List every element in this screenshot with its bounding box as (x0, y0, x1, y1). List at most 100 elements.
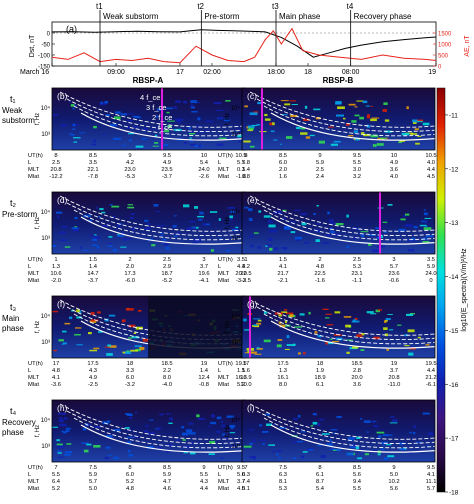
ephemeris-value: 5.0 (390, 472, 398, 478)
ephemeris-value: 9 (318, 153, 321, 159)
ephemeris-row-label: UT(h) (28, 465, 43, 471)
spectral-cell (102, 421, 109, 425)
spectral-cell (424, 221, 428, 224)
spectral-cell (289, 221, 296, 224)
frequency-tick-label: 10⁴ (41, 417, 51, 424)
spectrogram-frame (241, 191, 436, 255)
ephemeris-value: 23.5 (161, 167, 172, 173)
ephemeris-value: 4.8 (316, 264, 324, 270)
spectral-cell (372, 421, 375, 423)
spectral-cell (414, 128, 419, 131)
event-label: Recovery phase (354, 12, 412, 21)
spectral-cell (330, 429, 338, 431)
ephemeris-value: 8.5 (89, 153, 97, 159)
spectral-cell (415, 142, 420, 145)
spectral-cell (161, 234, 164, 237)
spectral-cell (159, 413, 164, 416)
spectral-cell (262, 443, 265, 445)
ephemeris-value: 20.5 (240, 271, 251, 277)
ephemeris-value: 12.4 (198, 375, 210, 381)
spectral-cell (292, 457, 297, 459)
spectral-cell (423, 227, 432, 231)
spectral-cell (110, 123, 117, 127)
spectrogram-frame (241, 87, 436, 151)
spectral-cell (88, 332, 92, 335)
spectral-cell (256, 348, 263, 350)
spectral-cell (66, 443, 72, 445)
spectral-cell (53, 349, 57, 352)
spectral-cell (210, 421, 217, 425)
spectral-cell (57, 215, 60, 219)
spectral-cell (74, 216, 78, 220)
spectral-cell (416, 441, 422, 443)
ephemeris-value: 23.1 (351, 271, 362, 277)
spectral-cell (146, 223, 151, 226)
ephemeris-value: 20.8 (388, 375, 399, 381)
ephemeris-value: 0.8 (242, 174, 250, 180)
spectral-cell (316, 205, 319, 207)
spectral-cell (249, 112, 258, 116)
spectral-cell (249, 244, 254, 248)
ephemeris-value: 9 (392, 465, 395, 471)
spectral-cell (165, 413, 172, 415)
spectral-cell (188, 126, 192, 130)
ephemeris-value: -6.0 (125, 278, 135, 284)
spectral-cell (312, 413, 317, 416)
spectral-cell (378, 435, 382, 438)
spectral-cell (156, 115, 159, 118)
spectral-cell (155, 210, 160, 213)
harmonic-curve (73, 209, 246, 241)
ephemeris-value: 4.5 (427, 174, 435, 180)
spectral-cell (405, 132, 414, 134)
ephemeris-value: 5.7 (237, 160, 245, 166)
spectral-cell (164, 143, 169, 147)
spectral-cell (126, 436, 135, 438)
spectral-cell (404, 224, 413, 227)
spectrogram-panel-d: (d) 10⁴ 10³ f, Hz UT(h) 1 1.5 2 2.5 3 3.5 L 1.3 1.4 2.… (28, 191, 247, 284)
ephemeris-value: 21.2 (425, 375, 436, 381)
spectral-cell (248, 127, 254, 130)
spectral-cell (120, 246, 127, 248)
harmonic-curve (256, 98, 436, 132)
spectral-cell (63, 342, 67, 345)
ephemeris-value: 5.0 (89, 486, 97, 492)
spectral-cell (218, 117, 224, 120)
spectral-cell (354, 106, 358, 108)
ephemeris-value: 3.6 (353, 382, 361, 388)
spectral-cell (401, 132, 410, 136)
spectral-cell (346, 214, 349, 218)
spectral-cell (399, 140, 405, 142)
spectral-cell (264, 113, 268, 117)
ephemeris-value: 5.9 (163, 472, 171, 478)
spectral-cell (71, 227, 79, 230)
spectral-cell (383, 231, 388, 233)
frequency-tick-label: 10³ (41, 236, 50, 242)
ephemeris-table: UT(h) 8 8.5 9 9.5 10 10.5 L 2.5 3.5 4.2 4.9 5.4 5.7 ML… (28, 153, 247, 180)
spectral-cell (59, 231, 66, 234)
spectral-cell (235, 226, 239, 229)
ephemeris-value: 5.3 (353, 264, 361, 270)
spectral-cell (318, 140, 325, 144)
spectral-cell (125, 413, 131, 415)
spectral-cell (305, 136, 311, 139)
ephemeris-value: 4.7 (163, 479, 171, 485)
spectral-cell (231, 426, 234, 430)
spectral-cell (218, 218, 221, 221)
spectral-cell (300, 127, 306, 130)
ephemeris-value: 9.5 (427, 465, 435, 471)
ephemeris-value: 9.5 (163, 153, 171, 159)
spectral-cell (127, 126, 130, 129)
spectral-cell (249, 235, 254, 238)
spectral-cell (105, 446, 111, 449)
spectral-cell (52, 310, 59, 313)
spectral-cell (216, 430, 221, 433)
spectral-cell (117, 224, 121, 228)
ephemeris-row-label: MLT (218, 271, 230, 277)
spectral-cell (155, 428, 158, 430)
spectral-cell (57, 452, 62, 454)
ephemeris-row-label: Mlat (28, 278, 39, 284)
colorbar-tick-label: -14 (449, 274, 459, 281)
spectral-cell (312, 421, 318, 425)
spectral-cell (93, 139, 96, 143)
spectral-cell (269, 122, 273, 126)
